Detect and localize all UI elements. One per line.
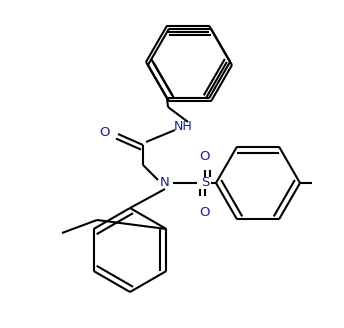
Text: O: O (200, 150, 210, 162)
Text: O: O (200, 206, 210, 218)
Text: S: S (201, 176, 209, 190)
Text: O: O (100, 126, 110, 138)
Text: NH: NH (174, 120, 192, 133)
Text: N: N (160, 176, 170, 190)
